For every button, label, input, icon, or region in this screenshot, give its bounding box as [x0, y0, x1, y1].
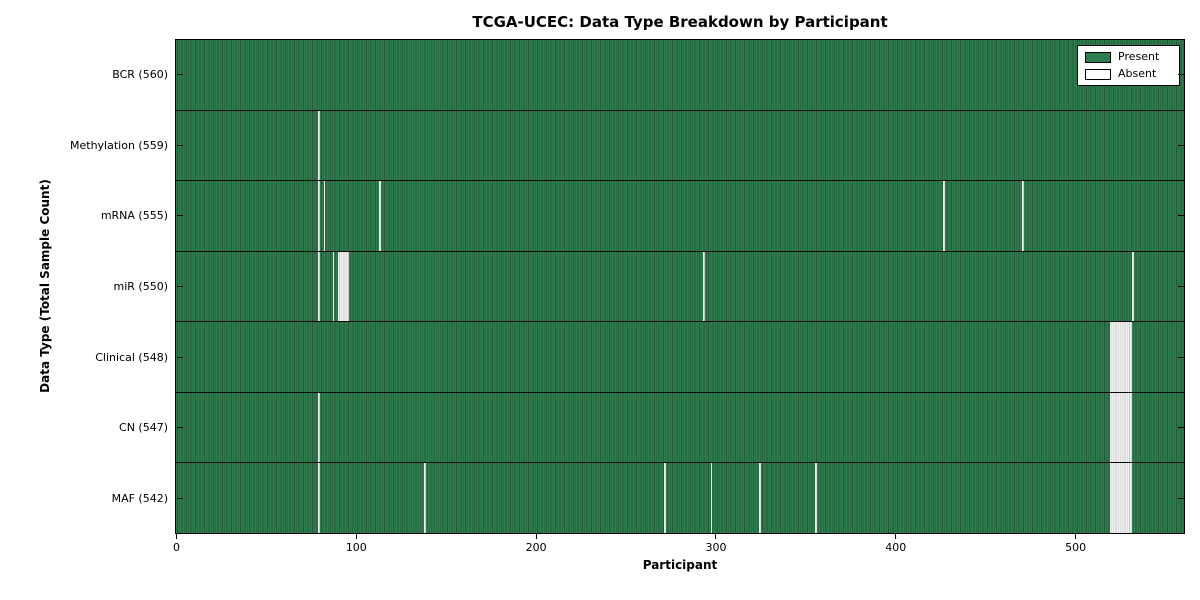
- y-tick-mark: [176, 144, 183, 146]
- absent-stripe: [703, 251, 706, 322]
- y-tick-label: miR (550): [113, 280, 169, 293]
- y-tick-mark: [176, 427, 183, 429]
- absent-stripe: [710, 463, 713, 534]
- x-tick-label: 300: [705, 541, 727, 554]
- heatmap-row-cn: [176, 392, 1184, 464]
- absent-stripe: [318, 463, 320, 534]
- absent-stripe: [318, 392, 320, 463]
- y-tick-mark: [176, 498, 183, 500]
- x-tick-mark: [715, 534, 717, 539]
- absent-stripe: [1110, 392, 1132, 463]
- y-tick-mark: [1177, 427, 1184, 429]
- legend-entry-present: Present: [1085, 51, 1172, 63]
- y-tick-label: CN (547): [119, 421, 168, 435]
- absent-swatch-icon: [1085, 68, 1111, 80]
- y-tick-mark: [1177, 73, 1184, 75]
- absent-stripe: [1110, 322, 1132, 392]
- x-tick-label: 0: [173, 541, 180, 554]
- x-axis-label: Participant: [642, 558, 718, 572]
- absent-stripe: [318, 181, 320, 251]
- x-tick-mark: [1075, 534, 1077, 539]
- y-tick-mark: [1177, 286, 1184, 287]
- present-swatch-icon: [1085, 51, 1111, 63]
- absent-stripe: [318, 110, 320, 181]
- absent-stripe: [318, 251, 320, 322]
- x-tick-label: 500: [1065, 541, 1087, 554]
- y-tick-label: BCR (560): [112, 67, 168, 81]
- absent-stripe: [942, 181, 945, 251]
- absent-stripe: [759, 463, 761, 534]
- y-tick-label: Methylation (559): [70, 138, 168, 152]
- y-tick-mark: [176, 286, 183, 287]
- y-tick-mark: [1177, 215, 1184, 217]
- y-tick-mark: [176, 215, 183, 217]
- legend: Present Absent: [1077, 45, 1180, 86]
- heatmap-plot: [175, 39, 1185, 534]
- legend-label-present: Present: [1118, 50, 1160, 63]
- absent-stripe: [338, 251, 349, 322]
- y-tick-label: MAF (542): [111, 492, 168, 506]
- absent-stripe: [815, 463, 817, 534]
- absent-stripe: [1022, 181, 1024, 251]
- heatmap-row-bcr: [176, 40, 1184, 111]
- heatmap-row-maf: [176, 463, 1184, 534]
- legend-entry-absent: Absent: [1085, 68, 1172, 80]
- y-tick-mark: [1177, 144, 1184, 146]
- absent-stripe: [1131, 251, 1134, 322]
- x-tick-label: 400: [885, 541, 907, 554]
- heatmap-row-methylation: [176, 110, 1184, 182]
- x-tick-mark: [355, 534, 357, 539]
- heatmap-row-mrna: [176, 181, 1184, 252]
- absent-stripe: [663, 463, 666, 534]
- absent-stripe: [332, 251, 335, 322]
- y-tick-mark: [1177, 356, 1184, 358]
- chart-title: TCGA-UCEC: Data Type Breakdown by Partic…: [472, 13, 888, 31]
- heatmap-row-clinical: [176, 322, 1184, 393]
- absent-stripe: [424, 463, 427, 534]
- x-tick-label: 100: [345, 541, 367, 554]
- y-tick-mark: [176, 356, 183, 358]
- absent-stripe: [323, 181, 326, 251]
- x-tick-mark: [535, 534, 537, 539]
- y-tick-mark: [1177, 498, 1184, 500]
- absent-stripe: [1110, 463, 1132, 534]
- y-tick-label: mRNA (555): [100, 209, 168, 223]
- heatmap-row-mir: [176, 251, 1184, 323]
- x-tick-mark: [895, 534, 897, 539]
- x-tick-label: 200: [525, 541, 547, 554]
- x-tick-mark: [176, 534, 177, 539]
- y-tick-label: Clinical (548): [95, 350, 168, 364]
- legend-label-absent: Absent: [1118, 67, 1157, 80]
- absent-stripe: [379, 181, 382, 251]
- y-tick-mark: [176, 73, 183, 75]
